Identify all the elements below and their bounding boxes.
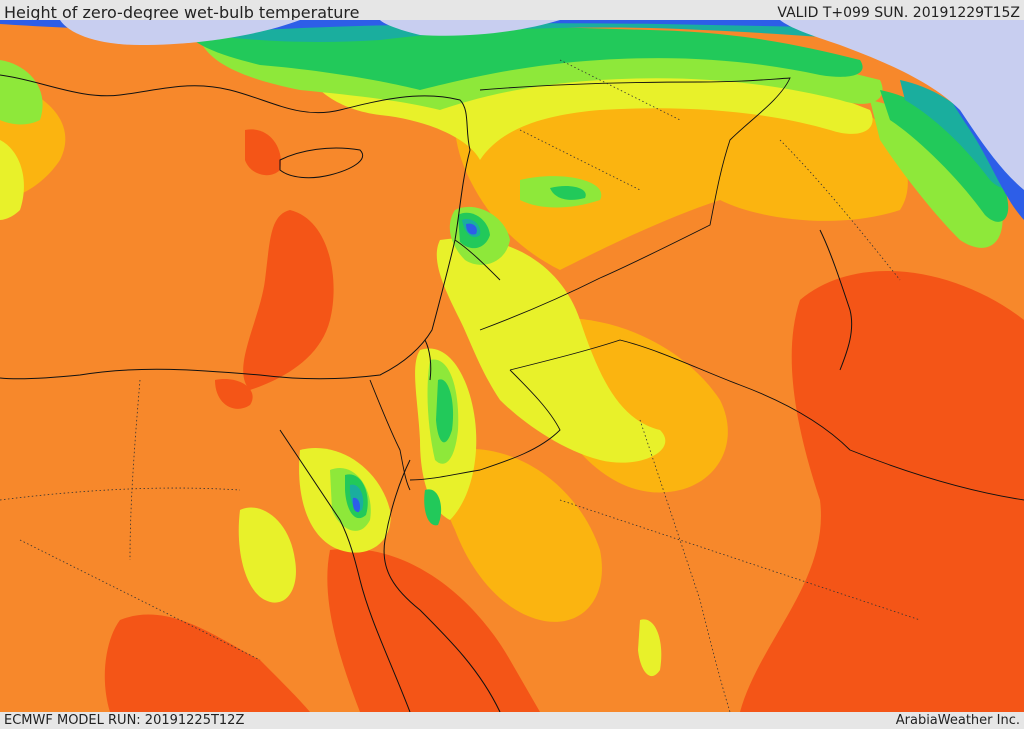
dotted-iraq-admin — [779, 139, 901, 281]
model-run-label: ECMWF MODEL RUN: 20191225T12Z — [4, 713, 245, 728]
green-east — [880, 90, 1009, 222]
border-jordan-saudi — [509, 339, 1024, 501]
red-zone-sinai — [215, 379, 253, 409]
blue-levant — [466, 223, 477, 235]
red-orange-zones — [104, 129, 1024, 712]
country-borders — [369, 77, 1024, 501]
dotted-egypt-vert — [129, 379, 141, 561]
dotted-saudi-admin — [559, 499, 921, 621]
footer-bar: ECMWF MODEL RUN: 20191225T12Z ArabiaWeat… — [0, 712, 1024, 729]
red-zone-sw — [104, 614, 310, 712]
teal-east — [900, 80, 1016, 189]
lavender-n — [60, 20, 300, 45]
blue-sinai — [352, 497, 361, 513]
dotted-egypt-admin2 — [19, 539, 261, 661]
lgreen-west — [0, 60, 43, 125]
border-jordan-iraq — [479, 277, 601, 331]
border-egypt-israel — [369, 379, 411, 491]
dotted-egypt-admin — [0, 487, 241, 501]
coast-redsea-w — [359, 579, 411, 712]
red-zone-east — [740, 271, 1024, 712]
green-syria — [550, 186, 586, 200]
green-jordan-south — [424, 489, 442, 526]
credit-label: ArabiaWeather Inc. — [895, 713, 1020, 728]
yellow-levant — [436, 238, 666, 463]
lavender-n2 — [380, 20, 560, 36]
coast-turkey — [0, 74, 471, 151]
lgreen-east — [870, 100, 1003, 248]
lavender-zones — [60, 20, 1024, 190]
yellow-west — [0, 140, 24, 220]
red-zone-redsea — [327, 548, 540, 712]
border-syria-lebanon — [454, 239, 501, 281]
border-syria-iraq — [479, 77, 791, 279]
valid-time: VALID T+099 SUN. 20191229T15Z — [777, 5, 1020, 21]
coast-aqaba — [383, 459, 501, 712]
border-jordan-south — [409, 369, 561, 481]
header-bar: Height of zero-degree wet-bulb temperatu… — [0, 0, 1024, 22]
green-jordan — [436, 379, 454, 443]
coast-gulf — [819, 229, 853, 371]
coast-lake — [424, 339, 432, 381]
coast-gulf-suez — [279, 429, 361, 581]
red-zone-sea — [243, 210, 334, 390]
yellow-south — [638, 619, 662, 677]
map-title: Height of zero-degree wet-bulb temperatu… — [4, 3, 360, 22]
amber-arabia — [443, 448, 602, 622]
yellow-egypt — [238, 507, 296, 603]
amber-north — [454, 79, 908, 270]
lavender-ne — [780, 20, 1024, 190]
red-zone-cyprus — [245, 129, 281, 176]
forecast-map — [0, 20, 1024, 712]
dotted-borders — [0, 59, 921, 712]
coast-cyprus — [279, 147, 363, 179]
